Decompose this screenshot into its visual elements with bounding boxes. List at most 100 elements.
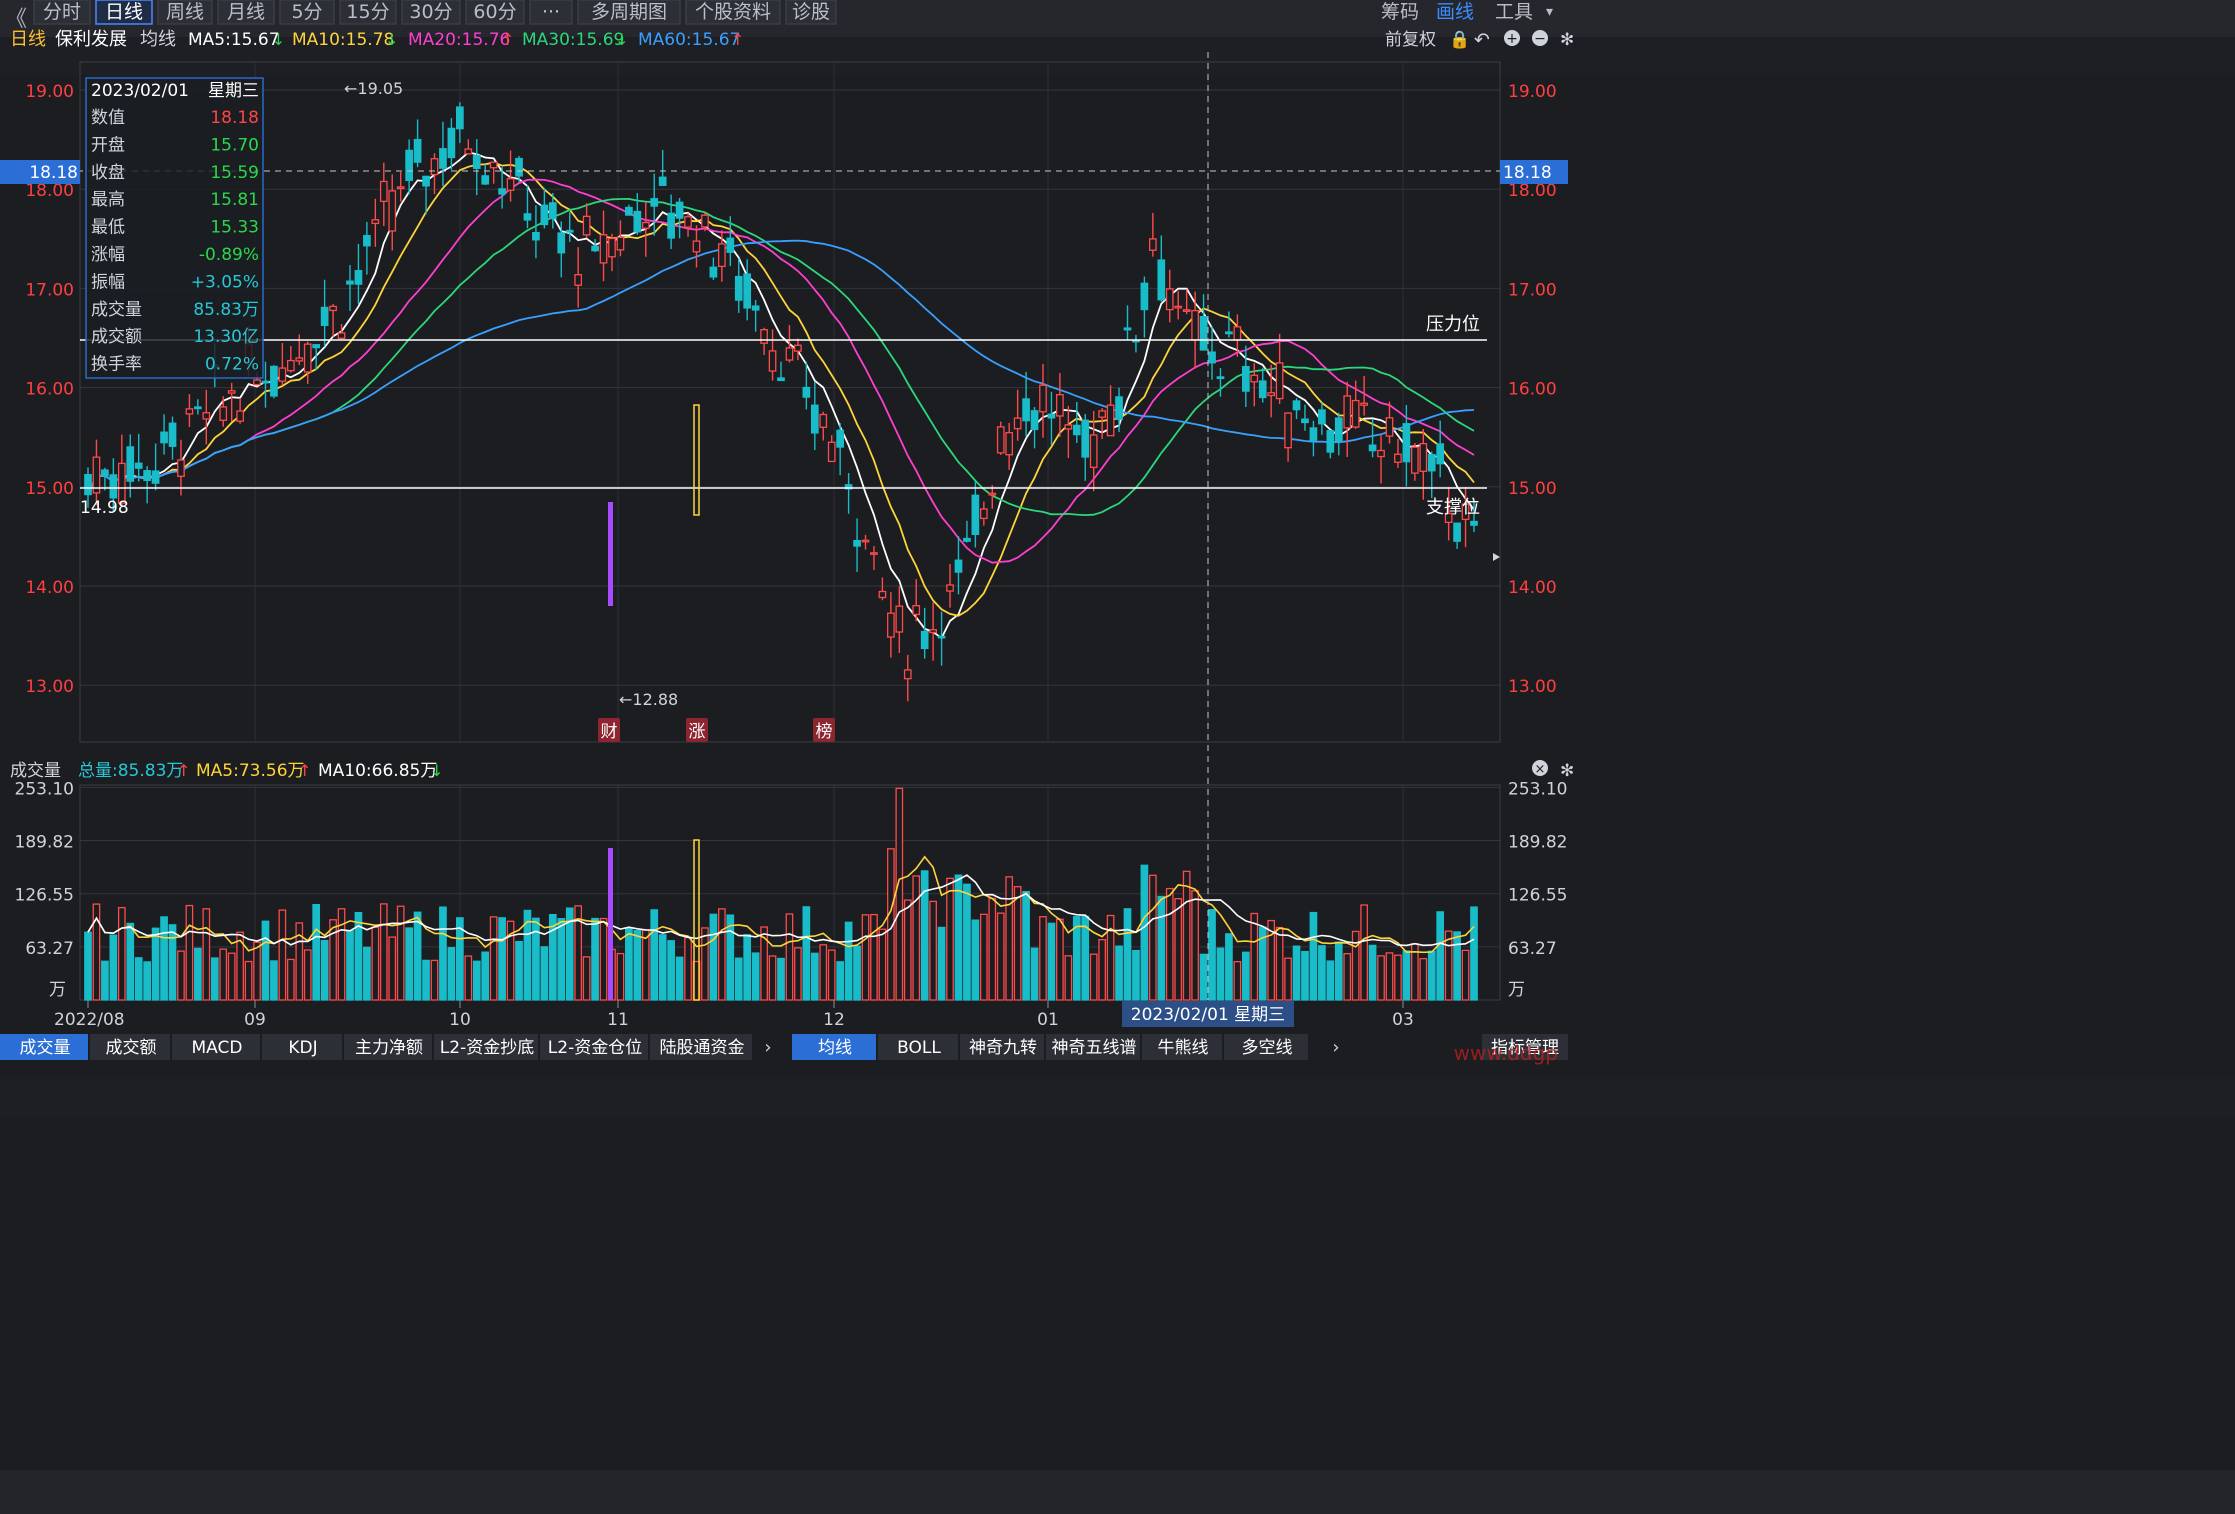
candle — [810, 381, 819, 450]
indicator-tab-7[interactable]: 陆股通资金 — [650, 1034, 752, 1060]
toolbar-tab-label[interactable]: 分时 — [43, 1, 81, 23]
toolbar-tab-0[interactable]: 分时 — [33, 0, 91, 25]
tool-chips[interactable]: 筹码 — [1381, 1, 1419, 23]
overlay-tab-4[interactable]: 牛熊线 — [1142, 1034, 1222, 1060]
indicator-tab-2[interactable]: MACD — [172, 1034, 260, 1060]
overlay-tab-label[interactable]: 均线 — [818, 1038, 852, 1058]
adjust-label[interactable]: 前复权 — [1385, 30, 1436, 50]
toolbar-tab-3[interactable]: 月线 — [217, 0, 275, 25]
arrow-up-icon: ↑ — [501, 30, 514, 49]
back-icon[interactable]: 《 — [5, 7, 27, 32]
lock-icon[interactable]: 🔒 — [1449, 30, 1470, 50]
candle — [1098, 408, 1106, 439]
toolbar-tab-label[interactable]: 日线 — [105, 1, 143, 23]
overlay-tab-bg — [792, 1034, 876, 1060]
event-marker-2[interactable]: 榜 — [813, 718, 835, 742]
overlay-tab-0[interactable]: 均线 — [792, 1034, 876, 1060]
zoom-out-icon[interactable] — [1532, 30, 1548, 46]
candle — [912, 579, 921, 622]
overlay-tab-label[interactable]: 牛熊线 — [1158, 1038, 1209, 1058]
toolbar-tab-label[interactable]: 60分 — [473, 1, 516, 23]
chevron-down-icon[interactable]: ▾ — [1546, 4, 1553, 20]
volume-bar — [565, 907, 574, 1001]
indicator-tab-4[interactable]: 主力净额 — [344, 1034, 432, 1060]
candle — [1106, 385, 1115, 437]
indicator-tab-label[interactable]: L2-资金仓位 — [548, 1038, 642, 1058]
overlay-tab-label[interactable]: BOLL — [897, 1038, 941, 1058]
indicator-tab-label[interactable]: L2-资金抄底 — [440, 1038, 534, 1058]
toolbar-tab-4[interactable]: 5分 — [279, 0, 335, 25]
candle — [1174, 291, 1183, 320]
candle — [1157, 235, 1166, 302]
overlay-tab-2[interactable]: 神奇九转 — [960, 1034, 1044, 1060]
overlay-tab-5[interactable]: 多空线 — [1224, 1034, 1308, 1060]
undo-icon[interactable]: ↶ — [1474, 29, 1490, 51]
indicator-tab-1[interactable]: 成交额 — [90, 1034, 170, 1060]
toolbar-tab-label[interactable]: 15分 — [346, 1, 389, 23]
chevron-right-icon[interactable]: › — [764, 1037, 771, 1058]
candle-body — [92, 456, 101, 494]
toolbar-tab-label[interactable]: 周线 — [166, 1, 204, 23]
toolbar-tab-11[interactable]: 诊股 — [785, 0, 837, 25]
volume-bar — [1005, 876, 1014, 1001]
indicator-tab-6[interactable]: L2-资金仓位 — [540, 1034, 648, 1060]
overlay-tab-label[interactable]: 神奇九转 — [969, 1038, 1037, 1058]
toolbar-tab-2[interactable]: 周线 — [157, 0, 213, 25]
indicator-tab-bg — [90, 1034, 170, 1060]
close-icon[interactable] — [1532, 760, 1548, 776]
overlay-tab-label[interactable]: 多空线 — [1242, 1038, 1293, 1058]
settings-icon[interactable]: ✻ — [1560, 761, 1574, 781]
indicator-tab-label[interactable]: MACD — [192, 1038, 243, 1058]
toolbar-tab-7[interactable]: 60分 — [465, 0, 525, 25]
toolbar-tab-bg — [529, 0, 573, 25]
toolbar-tab-9[interactable]: 多周期图 — [577, 0, 681, 25]
toolbar-tab-label[interactable]: 多周期图 — [591, 1, 667, 23]
indicator-tab-label[interactable]: 成交额 — [106, 1038, 157, 1058]
toolbar-tab-label[interactable]: 30分 — [409, 1, 452, 23]
event-marker-0[interactable]: 财 — [598, 718, 620, 742]
indicator-tab-5[interactable]: L2-资金抄底 — [434, 1034, 538, 1060]
toolbar-tab-label[interactable]: 个股资料 — [695, 1, 771, 23]
candle-body — [836, 429, 845, 448]
tool-draw[interactable]: 画线 — [1436, 1, 1474, 23]
toolbar-tab-label[interactable]: 5分 — [291, 1, 322, 23]
overlay-tab-1[interactable]: BOLL — [878, 1034, 958, 1060]
volume-bar — [658, 934, 667, 1001]
overlay-tab-3[interactable]: 神奇五线谱 — [1046, 1034, 1140, 1060]
candle-body — [320, 306, 329, 326]
zoom-in-icon[interactable] — [1504, 30, 1520, 46]
toolbar-tab-5[interactable]: 15分 — [339, 0, 397, 25]
toolbar-tab-10[interactable]: 个股资料 — [685, 0, 781, 25]
volume-ma5: MA5:73.56万 — [196, 761, 305, 781]
candle-body — [1377, 449, 1385, 458]
event-marker-1[interactable]: 涨 — [686, 718, 708, 742]
candle — [177, 439, 185, 496]
candle — [675, 198, 684, 239]
indicator-tab-label[interactable]: KDJ — [288, 1038, 317, 1058]
indicator-tab-3[interactable]: KDJ — [262, 1034, 342, 1060]
indicator-tab-label[interactable]: 成交量 — [20, 1038, 71, 1058]
indicator-tab-0[interactable]: 成交量 — [0, 1034, 88, 1060]
toolbar-tab-label[interactable]: ··· — [542, 1, 560, 23]
indicator-tab-label[interactable]: 主力净额 — [355, 1038, 423, 1058]
candle — [1216, 368, 1225, 397]
volume-bars — [84, 787, 1478, 1001]
toolbar-tab-6[interactable]: 30分 — [401, 0, 461, 25]
candle-body — [202, 412, 211, 420]
tool-tools[interactable]: 工具 — [1495, 1, 1533, 23]
overlay-tab-bg — [878, 1034, 958, 1060]
toolbar-tab-label[interactable]: 月线 — [227, 1, 265, 23]
toolbar-tab-1[interactable]: 日线 — [95, 0, 153, 25]
overlay-tab-label[interactable]: 神奇五线谱 — [1052, 1038, 1137, 1058]
toolbar-tab-8[interactable]: ··· — [529, 0, 573, 25]
candle — [726, 216, 735, 267]
chevron-right-icon[interactable]: › — [1332, 1037, 1339, 1058]
indicator-tab-label[interactable]: 陆股通资金 — [660, 1038, 745, 1058]
indicator-manage-button[interactable]: 指标管理 — [1491, 1038, 1559, 1058]
info-row-value: 18.18 — [210, 108, 259, 128]
toolbar-tab-label[interactable]: 诊股 — [792, 1, 830, 23]
settings-icon[interactable]: ✻ — [1560, 30, 1574, 50]
volume-bar — [202, 908, 211, 1001]
candle — [971, 481, 980, 548]
